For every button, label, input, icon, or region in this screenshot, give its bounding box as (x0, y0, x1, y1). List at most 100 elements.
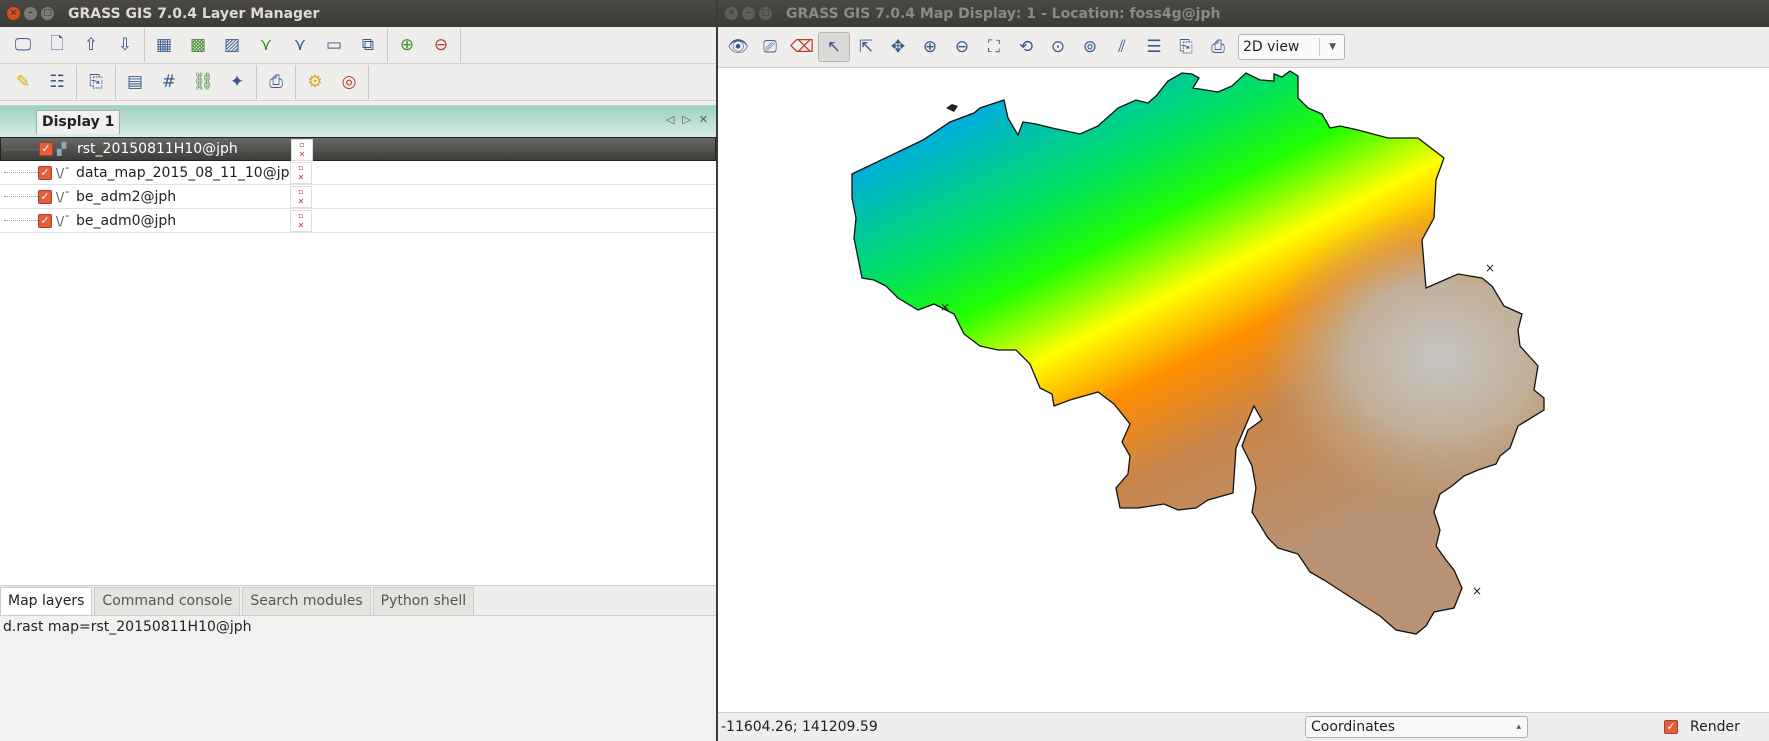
layer-manager-toolbar-2: ✎ ☷ ⎘ ▤ # ⛓ ✦ ⎙ ⚙ ◎ (0, 64, 716, 101)
zoom-options-icon[interactable]: ⊙ (1050, 37, 1066, 57)
vector-icon: \/ˉ (56, 189, 71, 204)
add-web-service-icon[interactable]: ⧉ (361, 35, 375, 55)
layer-manager-statusbar: d.rast map=rst_20150811H10@jph (0, 616, 716, 638)
raster-calculator-icon[interactable]: ▤ (126, 72, 144, 92)
display-notebook-bar: Display 1 ◁ ▷ ✕ (0, 105, 716, 137)
zoom-back-icon[interactable]: ⟲ (1018, 37, 1034, 57)
new-workspace-icon[interactable]: 🗋 (50, 33, 64, 54)
layer-opacity-icon[interactable]: ▫ ✕ (291, 139, 313, 161)
tab-right-arrow-icon[interactable]: ▷ (682, 113, 691, 126)
script-icon[interactable]: ⎙ (269, 72, 283, 92)
layer-opacity-icon[interactable]: ▫ ✕ (290, 162, 312, 184)
cartographic-composer-icon[interactable]: ✦ (229, 72, 245, 92)
layer-row[interactable]: ✓ ▞ rst_20150811H10@jph ▫ ✕ (0, 137, 716, 161)
layer-name: data_map_2015_08_11_10@jph (76, 164, 299, 181)
maximize-window-icon[interactable]: □ (759, 7, 772, 20)
layer-tree: ✓ ▞ rst_20150811H10@jph ▫ ✕ ✓ \/ˉ data_ma… (0, 137, 716, 586)
map-display-statusbar: -11604.26; 141209.59 Coordinates ▴▾ ✓ Re… (718, 712, 1769, 741)
close-window-icon[interactable]: × (725, 7, 738, 20)
layer-visibility-checkbox[interactable]: ✓ (38, 213, 52, 228)
layer-visibility-checkbox[interactable]: ✓ (38, 165, 52, 180)
save-display-icon[interactable]: ⎘ (1179, 37, 1193, 57)
pan-icon[interactable]: ✥ (890, 37, 906, 57)
vector-icon: \/ˉ (56, 213, 71, 228)
layer-row[interactable]: ✓ \/ˉ be_adm0@jph ▫ ✕ (0, 209, 716, 233)
zoom-extent-icon[interactable]: ⛶ (988, 37, 1000, 57)
window-title: GRASS GIS 7.0.4 Layer Manager (68, 5, 320, 22)
add-legend-icon[interactable]: ☰ (1146, 37, 1162, 57)
add-vector-icon[interactable]: ⋎ (259, 35, 273, 55)
window-title: GRASS GIS 7.0.4 Map Display: 1 - Locatio… (786, 5, 1221, 22)
render-map-icon[interactable]: ⎚ (763, 37, 777, 57)
display-map-eye-icon[interactable]: 👁 (727, 37, 749, 57)
layer-opacity-icon[interactable]: ▫ ✕ (290, 210, 312, 232)
interpolated-raster (852, 71, 1544, 634)
open-workspace-icon[interactable]: ⇧ (83, 35, 99, 55)
zoom-region-icon[interactable]: ⊚ (1082, 37, 1098, 57)
add-overlay-raster-icon[interactable]: ▨ (223, 35, 241, 55)
bottom-tabs: Map layers Command console Search module… (0, 586, 716, 616)
statusbar-mode-select[interactable]: Coordinates ▴▾ (1305, 716, 1528, 738)
layer-opacity-icon[interactable]: ▫ ✕ (290, 186, 312, 208)
analyze-profile-icon[interactable]: ⫽ (1118, 37, 1126, 57)
query-icon[interactable]: ⇱ (858, 37, 874, 57)
island-outline (946, 104, 958, 112)
tree-connector (4, 196, 38, 197)
tree-connector (5, 148, 39, 150)
tab-search-modules[interactable]: Search modules (242, 587, 371, 615)
erase-display-icon[interactable]: ⌫ (789, 37, 815, 57)
map-canvas[interactable]: × × × (718, 68, 1769, 712)
layer-name: be_adm0@jph (76, 212, 177, 229)
attribute-table-icon[interactable]: ☷ (49, 72, 65, 92)
view-mode-select[interactable]: 2D view ▼ (1238, 34, 1345, 60)
add-multiple-vector-icon[interactable]: ⋎ (293, 35, 307, 55)
tab-close-icon[interactable]: ✕ (698, 113, 708, 126)
add-multiple-raster-icon[interactable]: ▩ (189, 35, 207, 55)
render-toggle[interactable]: ✓ Render (1664, 719, 1740, 735)
remove-layer-icon[interactable]: ⊖ (433, 35, 449, 55)
tab-left-arrow-icon[interactable]: ◁ (665, 113, 675, 126)
data-point-marker: × (940, 300, 950, 314)
map-svg: × × × (851, 70, 1545, 635)
add-group-icon[interactable]: ⊕ (399, 35, 415, 55)
layer-row[interactable]: ✓ \/ˉ be_adm2@jph ▫ ✕ (0, 185, 716, 209)
new-map-display-icon[interactable]: 🖵 (14, 35, 32, 55)
print-icon[interactable]: ⎙ (1211, 37, 1225, 57)
statusbar-mode-value: Coordinates (1311, 719, 1396, 735)
zoom-out-icon[interactable]: ⊖ (954, 37, 970, 57)
edit-vector-icon[interactable]: ✎ (15, 72, 31, 92)
tab-python-shell[interactable]: Python shell (372, 587, 475, 615)
layer-visibility-checkbox[interactable]: ✓ (39, 142, 53, 156)
tree-connector (4, 172, 38, 173)
coordinates-readout: -11604.26; 141209.59 (721, 719, 878, 735)
georectify-icon[interactable]: # (161, 72, 177, 92)
tab-display-1[interactable]: Display 1 (36, 110, 121, 134)
help-lifebuoy-icon[interactable]: ◎ (341, 72, 357, 92)
layer-manager-toolbar-1: 🖵 🗋 ⇧ ⇩ ▦ ▩ ▨ ⋎ ⋎ ▭ ⧉ ⊕ ⊖ (0, 27, 716, 64)
tab-map-layers[interactable]: Map layers (0, 587, 93, 615)
render-label: Render (1690, 719, 1740, 735)
settings-gear-icon[interactable]: ⚙ (307, 72, 323, 92)
graphical-modeler-icon[interactable]: ⛓ (192, 72, 214, 92)
add-overlay-icon[interactable]: ▭ (325, 35, 343, 55)
data-point-marker: × (1485, 261, 1495, 275)
minimize-window-icon[interactable]: – (742, 7, 755, 20)
render-checkbox[interactable]: ✓ (1664, 720, 1678, 734)
save-workspace-icon[interactable]: ⇩ (117, 35, 133, 55)
maximize-window-icon[interactable]: □ (41, 7, 54, 20)
zoom-in-icon[interactable]: ⊕ (922, 37, 938, 57)
layer-manager-titlebar: × – □ GRASS GIS 7.0.4 Layer Manager (0, 0, 716, 27)
import-data-icon[interactable]: ⎘ (89, 72, 103, 92)
layer-row[interactable]: ✓ \/ˉ data_map_2015_08_11_10@jph ▫ ✕ (0, 161, 716, 185)
minimize-window-icon[interactable]: – (24, 7, 37, 20)
add-raster-icon[interactable]: ▦ (155, 35, 173, 55)
data-point-marker: × (1472, 584, 1482, 598)
raster-icon: ▞ (57, 142, 67, 156)
pointer-icon[interactable]: ↖ (818, 32, 850, 62)
tab-command-console[interactable]: Command console (94, 587, 241, 615)
tree-connector (4, 220, 38, 221)
layer-visibility-checkbox[interactable]: ✓ (38, 189, 52, 204)
close-window-icon[interactable]: × (7, 7, 20, 20)
map-display-titlebar: × – □ GRASS GIS 7.0.4 Map Display: 1 - L… (718, 0, 1769, 27)
map-display-window: × – □ GRASS GIS 7.0.4 Map Display: 1 - L… (718, 0, 1769, 741)
